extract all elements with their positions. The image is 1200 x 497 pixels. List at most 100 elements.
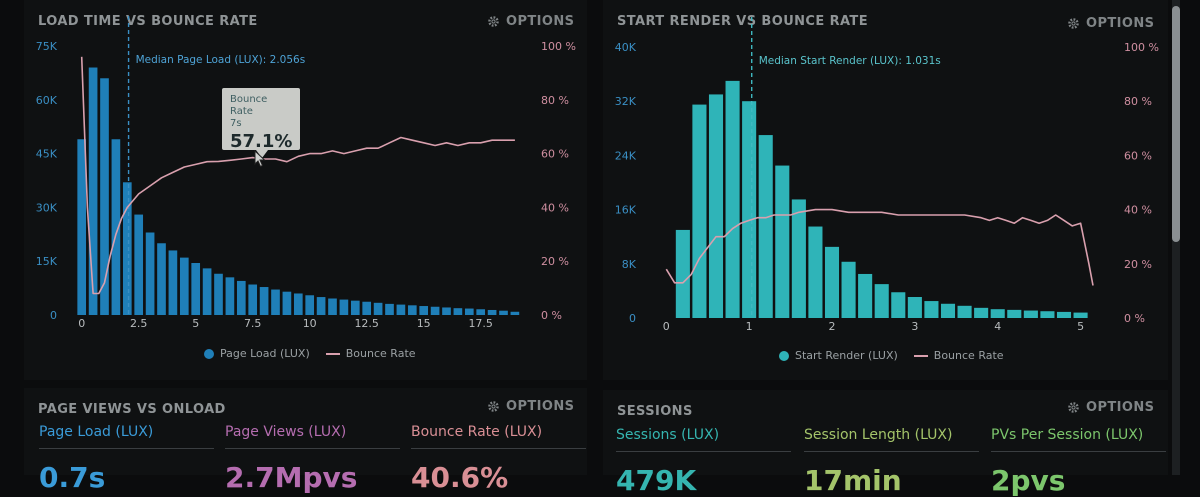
- bar: [100, 78, 109, 315]
- page-views-panel-title: PAGE VIEWS VS ONLOAD: [38, 402, 226, 417]
- bar: [202, 268, 212, 315]
- stat-label: Sessions (LUX): [616, 427, 791, 452]
- sessions-panel-title: SESSIONS: [617, 404, 693, 419]
- gear-icon: [488, 16, 499, 27]
- sessions-options-button[interactable]: OPTIONS: [1067, 400, 1154, 415]
- gear-icon: [1068, 402, 1079, 413]
- y-right-tick-label: 100 %: [541, 40, 576, 53]
- bar: [293, 293, 303, 315]
- y-left-tick-label: 60K: [36, 94, 58, 107]
- y-left-tick-label: 15K: [36, 255, 58, 268]
- bar: [214, 273, 223, 315]
- x-tick-label: 5: [192, 317, 199, 330]
- pointer-cursor-icon: [254, 150, 266, 168]
- start-render-chart: 0 8K 16K 24K 32K 40K 0 % 20 % 40 % 60 % 80 % 100 % 0…: [615, 17, 1159, 333]
- render-options-label: OPTIONS: [1086, 16, 1155, 31]
- scrollbar-thumb[interactable]: [1172, 6, 1180, 242]
- bar: [510, 311, 520, 315]
- x-tick-label: 0: [78, 317, 85, 330]
- bar: [1040, 311, 1055, 318]
- stat-label: Page Views (LUX): [225, 424, 400, 449]
- y-right-tick-label: 80 %: [541, 94, 569, 107]
- y-left-tick-label: 32K: [615, 95, 637, 108]
- x-tick-label: 1: [746, 320, 753, 333]
- y-right-tick-label: 20 %: [1124, 258, 1152, 271]
- start-render-panel-title: START RENDER VS BOUNCE RATE: [617, 14, 868, 29]
- bar: [1007, 309, 1022, 318]
- pageviews-options-button[interactable]: OPTIONS: [487, 399, 574, 414]
- x-tick-label: 2.5: [130, 317, 148, 330]
- bar: [499, 310, 508, 315]
- bar: [373, 302, 383, 315]
- bar: [362, 301, 372, 315]
- stat-page-load: Page Load (LUX) 0.7s: [39, 424, 214, 493]
- bar: [974, 307, 989, 318]
- start-render-panel: START RENDER VS BOUNCE RATE OPTIONS 0 8K 1…: [603, 0, 1168, 380]
- render-legend: Start Render (LUX) Bounce Rate: [779, 349, 1004, 362]
- bar: [385, 303, 394, 315]
- bar: [88, 67, 98, 316]
- load-options-button[interactable]: OPTIONS: [487, 14, 574, 29]
- y-left-tick-label: 0: [50, 309, 57, 322]
- bar: [487, 309, 497, 315]
- x-tick-label: 5: [1077, 320, 1084, 333]
- sessions-options-label: OPTIONS: [1086, 400, 1155, 415]
- bar: [430, 306, 440, 315]
- render-options-button[interactable]: OPTIONS: [1067, 16, 1154, 31]
- bar: [453, 308, 463, 315]
- stat-value: 0.7s: [39, 461, 106, 494]
- y-left-tick-label: 40K: [615, 41, 637, 54]
- legend-bounce-rate: Bounce Rate: [345, 347, 416, 360]
- bar: [476, 309, 486, 315]
- y-right-tick-label: 20 %: [541, 255, 569, 268]
- bar: [305, 295, 315, 315]
- x-tick-label: 7.5: [244, 317, 262, 330]
- bar: [824, 246, 840, 318]
- stat-value: 2.7Mpvs: [225, 461, 358, 494]
- bar: [758, 135, 773, 318]
- bar: [145, 232, 155, 315]
- stat-session-length: Session Length (LUX) 17min: [804, 427, 979, 496]
- stat-value: 17min: [804, 464, 902, 497]
- bar: [841, 261, 856, 318]
- legend-start-render: Start Render (LUX): [795, 349, 898, 362]
- sessions-panel: SESSIONS OPTIONS: [603, 390, 1168, 475]
- x-tick-label: 4: [994, 320, 1001, 333]
- bounce-rate-line: [80, 56, 515, 295]
- x-tick-label: 15: [417, 317, 431, 330]
- stat-bounce-rate: Bounce Rate (LUX) 40.6%: [411, 424, 586, 493]
- bar: [191, 262, 201, 315]
- stat-page-views: Page Views (LUX) 2.7Mpvs: [225, 424, 400, 493]
- bounce-rate-line: [665, 208, 1094, 286]
- load-legend: Page Load (LUX) Bounce Rate: [204, 347, 416, 360]
- y-left-tick-label: 30K: [36, 201, 58, 214]
- bar: [708, 94, 724, 318]
- bar: [1023, 310, 1038, 318]
- bar: [236, 280, 246, 315]
- y-left-tick-label: 45K: [36, 148, 58, 161]
- bar: [134, 214, 144, 315]
- x-tick-label: 2: [829, 320, 836, 333]
- bar: [77, 139, 87, 315]
- y-right-tick-label: 60 %: [1124, 149, 1152, 162]
- y-right-tick-label: 100 %: [1124, 41, 1159, 54]
- bar: [259, 287, 269, 315]
- load-time-panel-title: LOAD TIME VS BOUNCE RATE: [38, 14, 258, 29]
- x-tick-label: 17.5: [468, 317, 493, 330]
- y-left-tick-label: 24K: [615, 149, 637, 162]
- page-views-panel: PAGE VIEWS VS ONLOAD OPTIONS: [24, 388, 587, 475]
- stat-pvs-per-session: PVs Per Session (LUX) 2pvs: [991, 427, 1166, 496]
- start-render-legend-swatch: [779, 350, 789, 361]
- y-right-tick-label: 0 %: [541, 309, 562, 322]
- y-right-tick-label: 40 %: [1124, 204, 1152, 217]
- x-tick-label: 3: [911, 320, 918, 333]
- bar: [1073, 312, 1088, 318]
- load-options-label: OPTIONS: [506, 14, 575, 29]
- tooltip-label: Bounce Rate: [230, 94, 268, 117]
- y-left-tick-label: 0: [629, 312, 636, 325]
- y-left-tick-label: 16K: [615, 204, 637, 217]
- bar: [675, 229, 690, 318]
- gear-icon: [488, 401, 499, 412]
- bar: [122, 182, 132, 315]
- bar: [742, 101, 757, 318]
